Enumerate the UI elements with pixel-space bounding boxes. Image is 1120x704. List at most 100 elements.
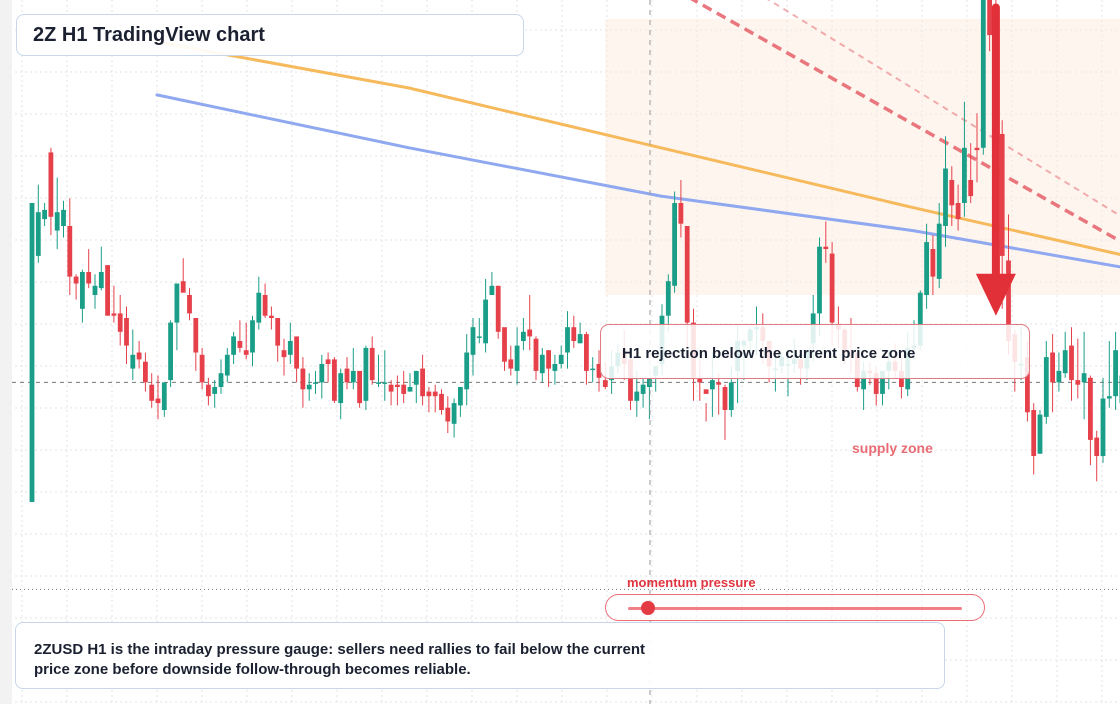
- candle-body: [571, 327, 577, 341]
- candle: [117, 295, 123, 346]
- candle: [168, 320, 173, 387]
- candle: [54, 177, 60, 249]
- candle-body: [502, 327, 507, 362]
- momentum-gauge-label: momentum pressure: [627, 575, 756, 590]
- candle-body: [1006, 260, 1011, 341]
- candle-body: [48, 152, 54, 217]
- candle-body: [1062, 350, 1068, 374]
- candle-body: [269, 315, 274, 318]
- candle: [237, 320, 243, 353]
- candle-body: [861, 370, 866, 390]
- candle-body: [357, 370, 362, 404]
- candle-body: [187, 295, 192, 314]
- candle: [155, 375, 161, 420]
- candle: [565, 311, 570, 369]
- moving-average-fast: [155, 40, 1120, 256]
- candle-body: [1037, 414, 1043, 454]
- candle: [350, 347, 356, 390]
- candle-body: [1069, 345, 1074, 381]
- candle: [395, 375, 400, 406]
- candle: [149, 373, 155, 408]
- price-levels: [12, 381, 1120, 590]
- candle-body: [558, 354, 564, 364]
- candle: [80, 269, 85, 323]
- candle: [1050, 334, 1055, 413]
- candle: [955, 184, 961, 231]
- candle-body: [35, 212, 41, 256]
- candle: [1062, 331, 1068, 378]
- candle-body: [395, 384, 400, 387]
- candle: [943, 136, 948, 247]
- candle: [338, 368, 344, 420]
- candle-body: [61, 209, 66, 226]
- candle: [930, 235, 936, 295]
- candle-body: [628, 359, 633, 401]
- candle-body: [464, 352, 470, 390]
- candle: [1094, 430, 1100, 482]
- candle-body: [1113, 350, 1118, 397]
- supply-zone-rect: [605, 19, 1120, 295]
- candle: [143, 352, 148, 392]
- candle-body: [42, 209, 47, 220]
- candle-body: [306, 384, 312, 390]
- candle: [407, 373, 413, 392]
- candle-body: [193, 318, 199, 353]
- candle: [193, 318, 199, 371]
- candle-body: [319, 364, 325, 383]
- candle-body: [565, 327, 570, 353]
- candle-body: [949, 180, 955, 206]
- candle-body: [155, 398, 161, 404]
- candle-body: [136, 352, 142, 360]
- candle-body: [275, 318, 281, 346]
- candle-body: [256, 292, 262, 323]
- candle: [357, 370, 362, 408]
- candle: [470, 318, 476, 376]
- candle-body: [281, 350, 287, 358]
- candle: [823, 221, 829, 263]
- candle-body: [73, 276, 79, 284]
- candle: [1069, 327, 1074, 401]
- candle-body: [218, 373, 224, 387]
- candle: [458, 387, 463, 417]
- candle-body: [54, 212, 60, 231]
- candle-body: [67, 226, 73, 277]
- candle: [1113, 331, 1118, 410]
- candle-body: [880, 370, 885, 394]
- candle: [495, 285, 501, 339]
- candle: [42, 203, 47, 226]
- candle-body: [432, 391, 438, 397]
- candle: [29, 203, 35, 502]
- candle: [502, 327, 507, 371]
- candle-body: [451, 403, 457, 424]
- candle-body: [829, 253, 835, 323]
- candle: [665, 274, 671, 332]
- candle-body: [968, 180, 974, 197]
- candle-body: [338, 373, 344, 404]
- candle: [92, 274, 98, 309]
- candle-body: [98, 272, 104, 289]
- candle-body: [817, 246, 822, 314]
- candle-body: [665, 281, 671, 316]
- candle: [949, 166, 955, 226]
- candle-body: [262, 295, 268, 316]
- candle: [319, 354, 325, 399]
- candle-body: [401, 384, 407, 394]
- rejection-callout: H1 rejection below the current price zon…: [600, 324, 1030, 379]
- candle-body: [552, 364, 558, 371]
- candle: [250, 315, 255, 367]
- candle-body: [458, 387, 463, 406]
- candle-body: [237, 341, 243, 348]
- candle-body: [224, 354, 230, 376]
- candle-body: [243, 350, 249, 355]
- candle-body: [930, 249, 936, 277]
- candle-body: [936, 223, 942, 279]
- candle-body: [672, 203, 677, 286]
- candle: [924, 223, 929, 309]
- candle-body: [1025, 357, 1030, 413]
- candle: [180, 258, 186, 293]
- candle-body: [350, 370, 356, 383]
- candle-body: [710, 380, 715, 390]
- candle-body: [369, 347, 375, 381]
- candle-body: [590, 368, 596, 371]
- moving-average-slow: [155, 93, 1120, 269]
